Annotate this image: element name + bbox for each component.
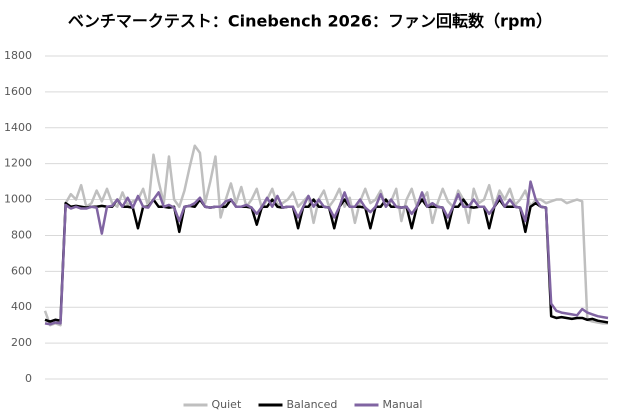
chart-title: ベンチマークテスト：Cinebench 2026：ファン回転数（rpm） xyxy=(68,12,552,31)
y-tick-label: 400 xyxy=(11,300,32,313)
legend-label: Balanced xyxy=(287,398,338,411)
y-tick-label: 1400 xyxy=(4,121,32,134)
y-tick-label: 1800 xyxy=(4,49,32,62)
y-tick-label: 1200 xyxy=(4,157,32,170)
y-tick-label: 1000 xyxy=(4,193,32,206)
series-line xyxy=(44,180,609,326)
legend-label: Quiet xyxy=(212,398,242,411)
y-tick-label: 200 xyxy=(11,336,32,349)
y-tick-label: 0 xyxy=(25,372,32,385)
y-tick-label: 800 xyxy=(11,228,32,241)
y-tick-label: 600 xyxy=(11,264,32,277)
legend-label: Manual xyxy=(383,398,423,411)
y-tick-label: 1600 xyxy=(4,85,32,98)
